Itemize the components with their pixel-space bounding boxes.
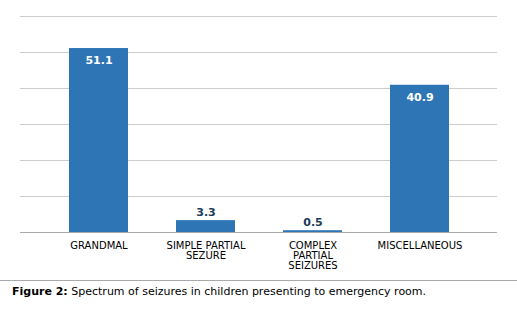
svg-text:MISCELLANEOUS: MISCELLANEOUS bbox=[378, 240, 463, 251]
html-text:Figure 2: Spectrum of seizures: Figure 2: Spectrum of seizures in childr… bbox=[12, 285, 427, 298]
svg-text:51.1: 51.1 bbox=[85, 54, 112, 67]
svg-text:COMPLEXPARTIALSEIZURES: COMPLEXPARTIALSEIZURES bbox=[288, 240, 337, 271]
svg-text:GRANDMAL: GRANDMAL bbox=[70, 240, 128, 251]
svg-text:40.9: 40.9 bbox=[406, 91, 433, 104]
svg-text:3.3: 3.3 bbox=[196, 206, 216, 219]
svg-text:SIMPLE PARTIALSEZURE: SIMPLE PARTIALSEZURE bbox=[167, 240, 246, 261]
svg-text:0.5: 0.5 bbox=[303, 216, 323, 229]
